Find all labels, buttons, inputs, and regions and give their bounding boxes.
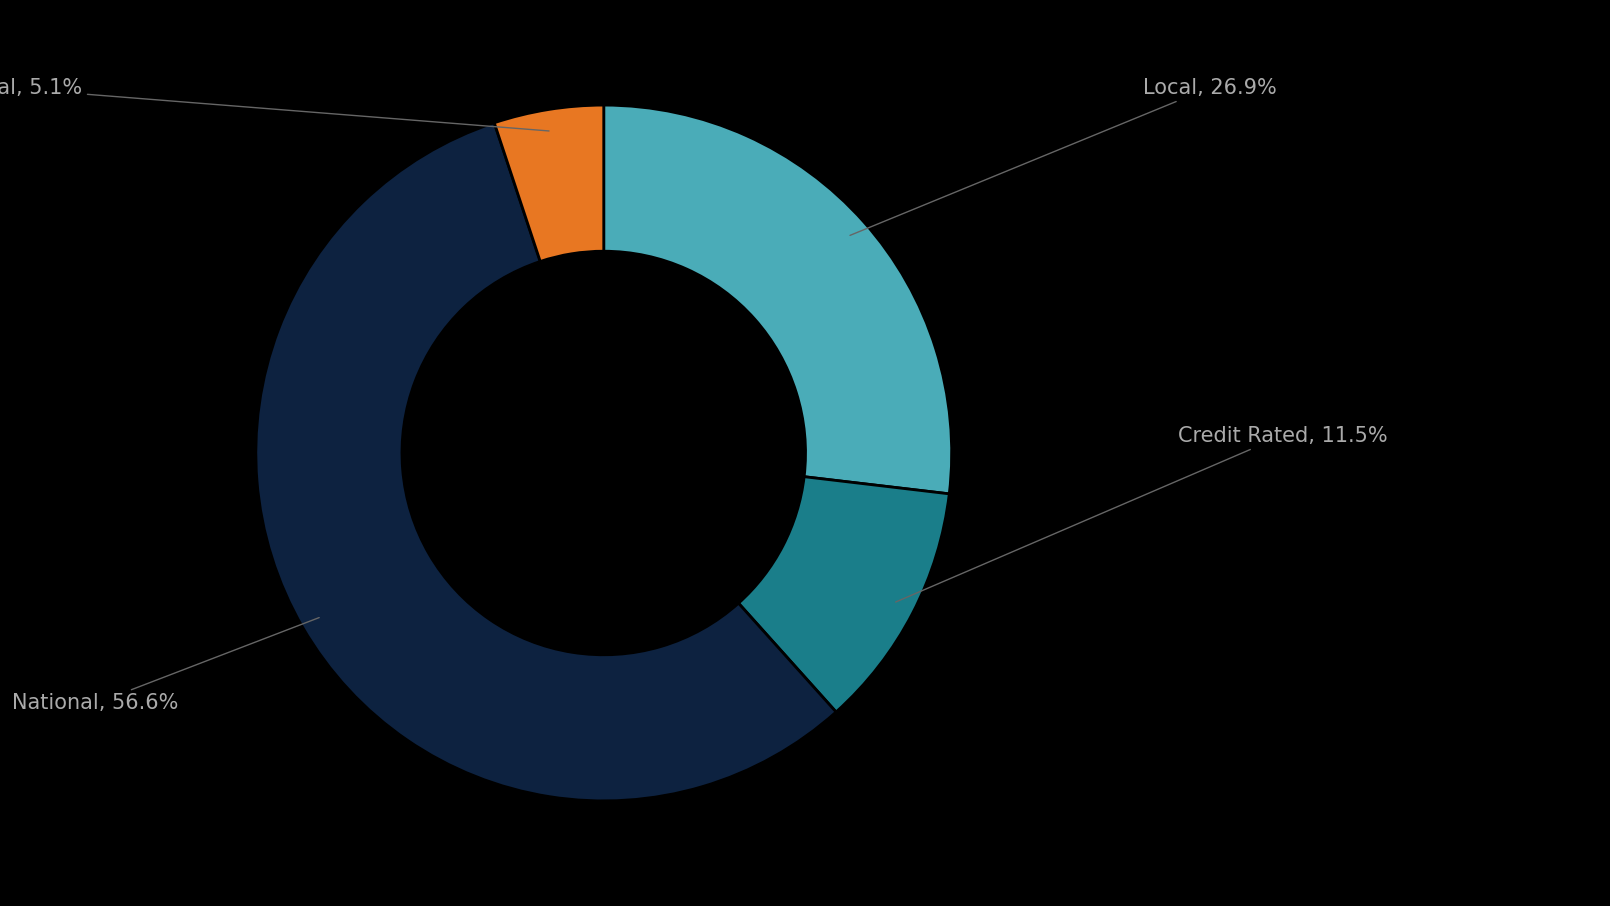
- Wedge shape: [604, 105, 952, 494]
- Text: National, 56.6%: National, 56.6%: [13, 618, 319, 714]
- Wedge shape: [494, 105, 604, 262]
- Text: Local, 26.9%: Local, 26.9%: [850, 78, 1277, 236]
- Text: Regional, 5.1%: Regional, 5.1%: [0, 78, 549, 131]
- Text: Credit Rated, 11.5%: Credit Rated, 11.5%: [895, 426, 1388, 602]
- Wedge shape: [256, 123, 836, 801]
- Wedge shape: [739, 477, 950, 712]
